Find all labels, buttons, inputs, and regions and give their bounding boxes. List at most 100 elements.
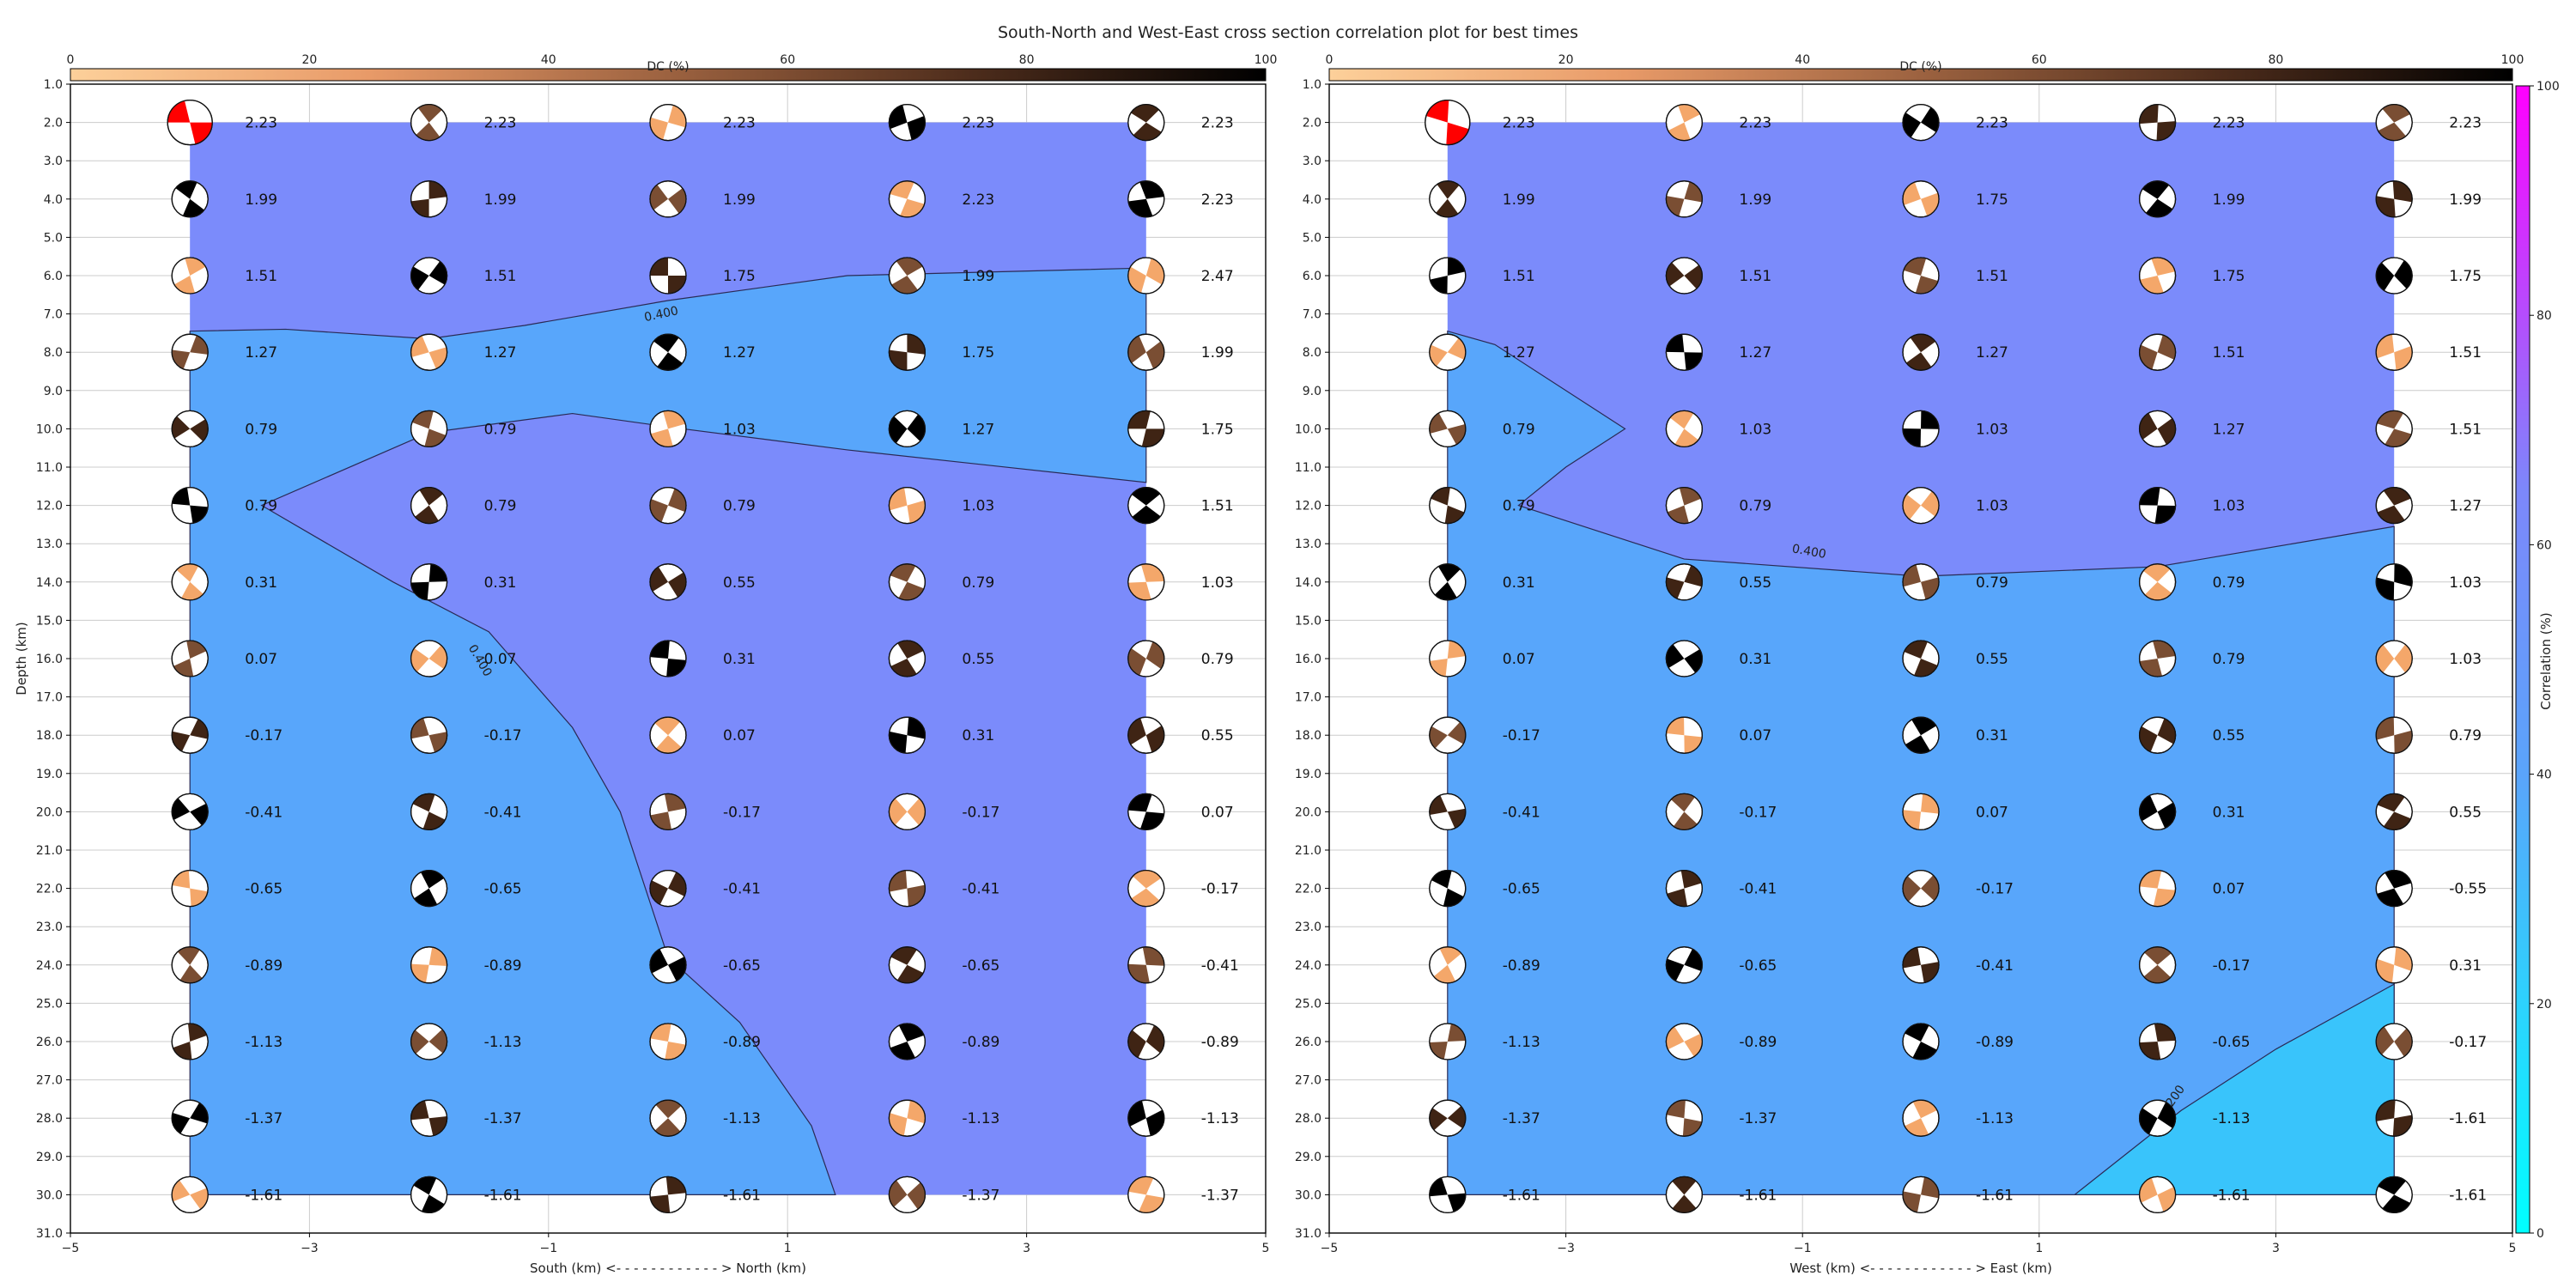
dc-colorbar [70, 68, 1267, 82]
grid-value-label: 0.79 [2449, 727, 2482, 744]
grid-value-label: 0.55 [2449, 804, 2482, 821]
grid-value-label: 0.79 [1976, 574, 2008, 592]
dc-tick-label: 80 [2268, 53, 2283, 67]
beachball-icon [1127, 410, 1165, 448]
beachball-icon [2375, 1099, 2413, 1137]
beachball-icon [2375, 1023, 2413, 1060]
grid-value-label: -1.13 [723, 1110, 761, 1127]
grid-value-label: -0.41 [1976, 957, 2014, 975]
beachball-icon [2375, 946, 2413, 984]
grid-value-label: -0.41 [962, 881, 999, 898]
x-tick-label: −5 [62, 1242, 80, 1255]
grid-value-label: 1.27 [723, 344, 756, 361]
grid-value-label: 0.55 [962, 651, 994, 668]
y-tick-label: 25.0 [1295, 997, 1321, 1011]
grid-value-label: 2.23 [1976, 115, 2008, 132]
grid-value-label: -1.37 [1201, 1187, 1239, 1204]
grid-value-label: 1.75 [1201, 421, 1234, 438]
grid-value-label: 0.07 [1201, 804, 1234, 821]
beachball-icon [171, 257, 209, 295]
beachball-icon [1665, 563, 1704, 601]
beachball-icon [2138, 563, 2177, 601]
grid-value-label: 1.03 [723, 421, 756, 438]
grid-value-label: 2.23 [245, 115, 277, 132]
grid-value-label: 1.51 [484, 268, 517, 285]
correlation-tick-label: 100 [2537, 80, 2560, 94]
y-tick-label: 13.0 [36, 538, 63, 551]
grid-value-label: 1.99 [1503, 191, 1535, 209]
grid-value-label: -0.41 [1503, 804, 1540, 821]
grid-value-label: 0.55 [1201, 727, 1234, 744]
grid-value-label: 0.55 [1976, 651, 2008, 668]
grid-value-label: 1.27 [1739, 344, 1771, 361]
grid-value-label: -1.13 [1201, 1110, 1239, 1127]
dc-colorbar-label: DC (%) [647, 60, 689, 74]
grid-value-label: 0.07 [723, 727, 756, 744]
beachball-icon [1902, 1099, 1940, 1137]
grid-value-label: 0.79 [484, 498, 517, 515]
beachball-icon [888, 257, 927, 295]
grid-value-label: 1.51 [1976, 268, 2008, 285]
beachball-icon [888, 1176, 927, 1214]
grid-value-label: -1.13 [484, 1034, 522, 1051]
grid-value-label: -0.17 [1739, 804, 1777, 821]
beachball-icon [888, 563, 927, 601]
beachball-icon [410, 180, 448, 218]
grid-value-label: -1.61 [245, 1187, 283, 1204]
beachball-icon [410, 793, 448, 831]
dc-tick-label: 100 [2501, 53, 2524, 67]
grid-value-label: 1.03 [1201, 574, 1234, 592]
y-tick-label: 16.0 [36, 653, 63, 666]
beachball-icon [649, 257, 687, 295]
beachball-icon [888, 410, 927, 448]
grid-value-label: 1.75 [2213, 268, 2245, 285]
y-tick-label: 14.0 [1295, 576, 1321, 590]
y-tick-label: 31.0 [1295, 1227, 1321, 1241]
grid-value-label: -0.65 [1739, 957, 1777, 975]
beachball-icon [2138, 103, 2177, 142]
grid-value-label: 1.27 [1503, 344, 1535, 361]
y-tick-label: 5.0 [1303, 231, 1321, 245]
correlation-tick-label: 20 [2537, 998, 2552, 1012]
beachball-icon [1665, 1176, 1704, 1214]
grid-value-label: -1.61 [723, 1187, 761, 1204]
beachball-icon [1127, 640, 1165, 677]
y-tick-label: 15.0 [1295, 614, 1321, 628]
grid-value-label: -0.65 [1503, 881, 1540, 898]
grid-value-label: 0.79 [484, 421, 517, 438]
grid-value-label: 0.79 [962, 574, 994, 592]
grid-value-label: -0.89 [1503, 957, 1540, 975]
beachball-icon [410, 1099, 448, 1137]
y-tick-label: 8.0 [1303, 346, 1321, 360]
y-tick-label: 28.0 [36, 1112, 63, 1126]
y-tick-label: 12.0 [36, 500, 63, 513]
y-tick-label: 21.0 [1295, 844, 1321, 858]
y-tick-label: 30.0 [1295, 1188, 1321, 1202]
grid-value-label: -1.13 [1503, 1034, 1540, 1051]
beachball-icon [2375, 1176, 2413, 1214]
y-tick-label: 17.0 [36, 691, 63, 705]
y-tick-label: 10.0 [36, 422, 63, 436]
grid-value-label: 1.99 [962, 268, 994, 285]
grid-value-label: 2.23 [1201, 191, 1234, 209]
x-tick-label: 3 [2272, 1242, 2280, 1255]
x-tick-label: −1 [1794, 1242, 1812, 1255]
y-tick-label: 14.0 [36, 576, 63, 590]
beachball-icon [1429, 410, 1467, 448]
beachball-icon [2375, 410, 2413, 448]
beachball-icon [649, 486, 687, 525]
beachball-icon [888, 640, 927, 677]
grid-value-label: 1.03 [1739, 421, 1771, 438]
y-tick-label: 15.0 [36, 614, 63, 628]
y-tick-label: 9.0 [1303, 385, 1321, 398]
beachball-icon [171, 486, 209, 525]
beachball-icon [1127, 1023, 1165, 1060]
beachball-icon [2375, 180, 2413, 218]
correlation-colorbar-label: Correlation (%) [2538, 612, 2554, 709]
grid-value-label: 0.79 [2213, 574, 2245, 592]
grid-value-label: 1.27 [245, 344, 277, 361]
dc-tick-label: 60 [2032, 53, 2047, 67]
beachball-icon [410, 716, 448, 754]
beachball-icon [1665, 410, 1704, 448]
y-tick-label: 23.0 [36, 920, 63, 934]
